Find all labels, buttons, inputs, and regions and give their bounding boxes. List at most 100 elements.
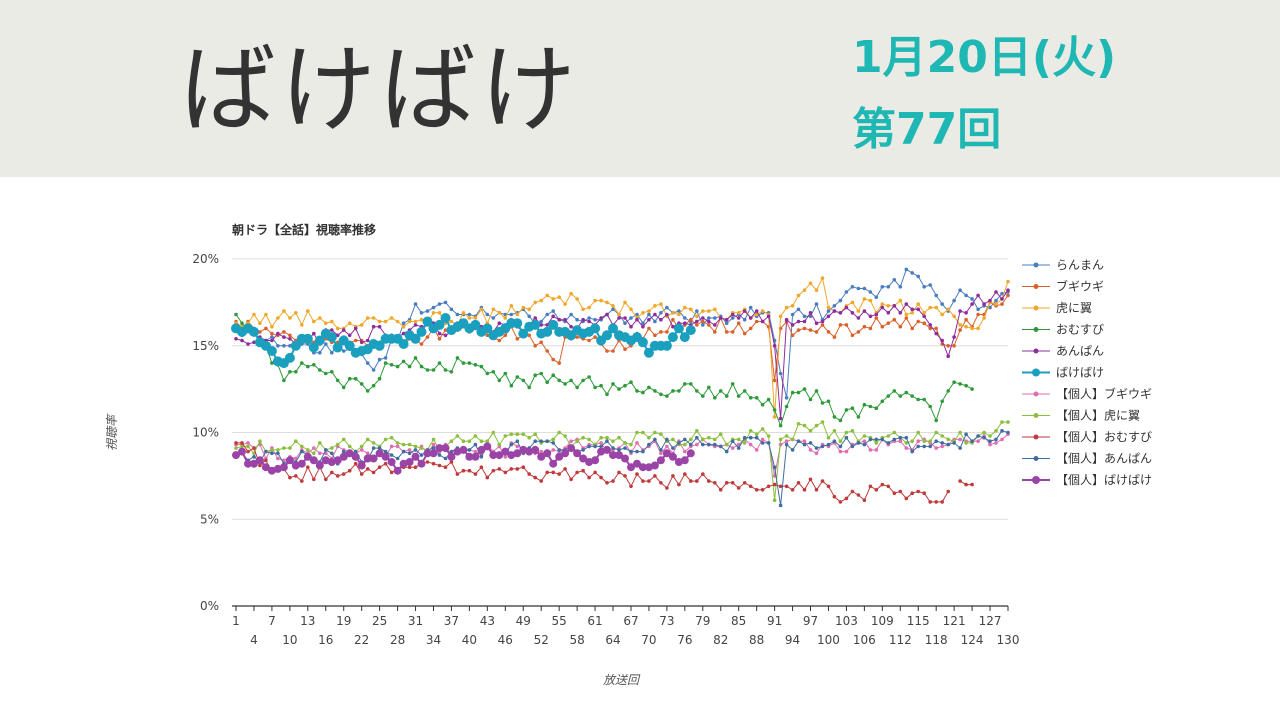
data-point [790, 323, 795, 327]
data-point [294, 456, 298, 461]
data-point [701, 323, 705, 327]
data-point [778, 371, 783, 376]
data-point [413, 302, 418, 306]
data-point [288, 370, 292, 374]
data-point [563, 382, 567, 386]
data-point [503, 455, 508, 459]
x-tick-label: 82 [713, 633, 728, 647]
data-point [611, 349, 615, 353]
x-tick-label: 100 [817, 633, 840, 647]
data-point [928, 404, 932, 409]
data-point [308, 342, 319, 353]
data-point [772, 482, 777, 487]
data-point [557, 361, 561, 365]
data-point [898, 311, 903, 315]
data-point [617, 316, 621, 320]
data-point [246, 449, 250, 454]
data-point [952, 380, 956, 384]
data-point [413, 465, 418, 470]
data-point [641, 324, 645, 329]
data-point [910, 311, 914, 315]
data-point [489, 451, 498, 460]
data-point [988, 305, 992, 310]
data-point [545, 323, 549, 327]
data-point [934, 500, 938, 504]
data-point [240, 338, 244, 343]
legend-swatch-marker [1033, 391, 1039, 397]
data-point [422, 316, 433, 327]
data-point [826, 442, 831, 447]
data-point [713, 442, 717, 447]
data-point [561, 449, 570, 458]
data-point [374, 340, 385, 351]
data-point [904, 390, 909, 395]
data-point [760, 427, 765, 431]
data-point [718, 488, 723, 492]
data-point [615, 451, 623, 460]
data-point [659, 330, 663, 334]
data-point [300, 449, 304, 454]
data-point [820, 444, 825, 449]
data-point [713, 396, 717, 400]
data-point [605, 312, 609, 317]
data-point [365, 389, 370, 393]
data-point [491, 468, 496, 473]
data-point [683, 305, 687, 310]
data-point [377, 324, 382, 329]
data-point [288, 337, 292, 341]
data-point [365, 451, 370, 456]
data-point [868, 404, 873, 409]
data-point [940, 500, 944, 504]
data-point [736, 316, 741, 320]
data-point [653, 474, 657, 478]
data-point [892, 491, 897, 496]
data-point [934, 430, 938, 435]
data-point [569, 324, 573, 329]
data-point [724, 330, 729, 334]
data-point [880, 324, 885, 329]
data-point [689, 442, 693, 447]
data-point [395, 319, 400, 324]
data-point [575, 335, 579, 339]
data-point [671, 389, 675, 393]
data-point [952, 441, 956, 445]
data-point [545, 349, 549, 353]
x-tick-label: 49 [516, 614, 531, 628]
data-point [288, 333, 292, 338]
data-point [455, 472, 460, 476]
data-point [635, 389, 639, 393]
data-point [946, 389, 950, 393]
data-point [713, 323, 717, 327]
data-point [533, 316, 537, 320]
data-point [701, 316, 705, 320]
data-point [766, 314, 771, 319]
data-point [748, 326, 753, 331]
data-point [407, 319, 412, 324]
data-point [341, 449, 346, 454]
data-point [659, 451, 663, 456]
data-point [395, 441, 400, 445]
data-point [330, 350, 334, 355]
data-point [635, 472, 639, 476]
data-point [671, 474, 675, 478]
data-point [695, 389, 699, 393]
data-point [653, 437, 657, 442]
data-point [707, 442, 711, 447]
x-tick-label: 115 [907, 614, 930, 628]
data-point [635, 430, 639, 435]
data-point [258, 439, 262, 444]
data-point [766, 434, 771, 438]
data-point [581, 448, 585, 452]
data-point [677, 389, 681, 393]
data-point [341, 328, 346, 332]
data-point [479, 364, 484, 369]
data-point [581, 307, 585, 312]
data-point [443, 328, 448, 332]
data-point [790, 448, 795, 452]
data-point [234, 446, 238, 450]
data-point [910, 491, 914, 496]
data-point [868, 484, 873, 489]
data-point [826, 435, 831, 440]
data-point [647, 317, 651, 322]
data-point [850, 406, 855, 410]
